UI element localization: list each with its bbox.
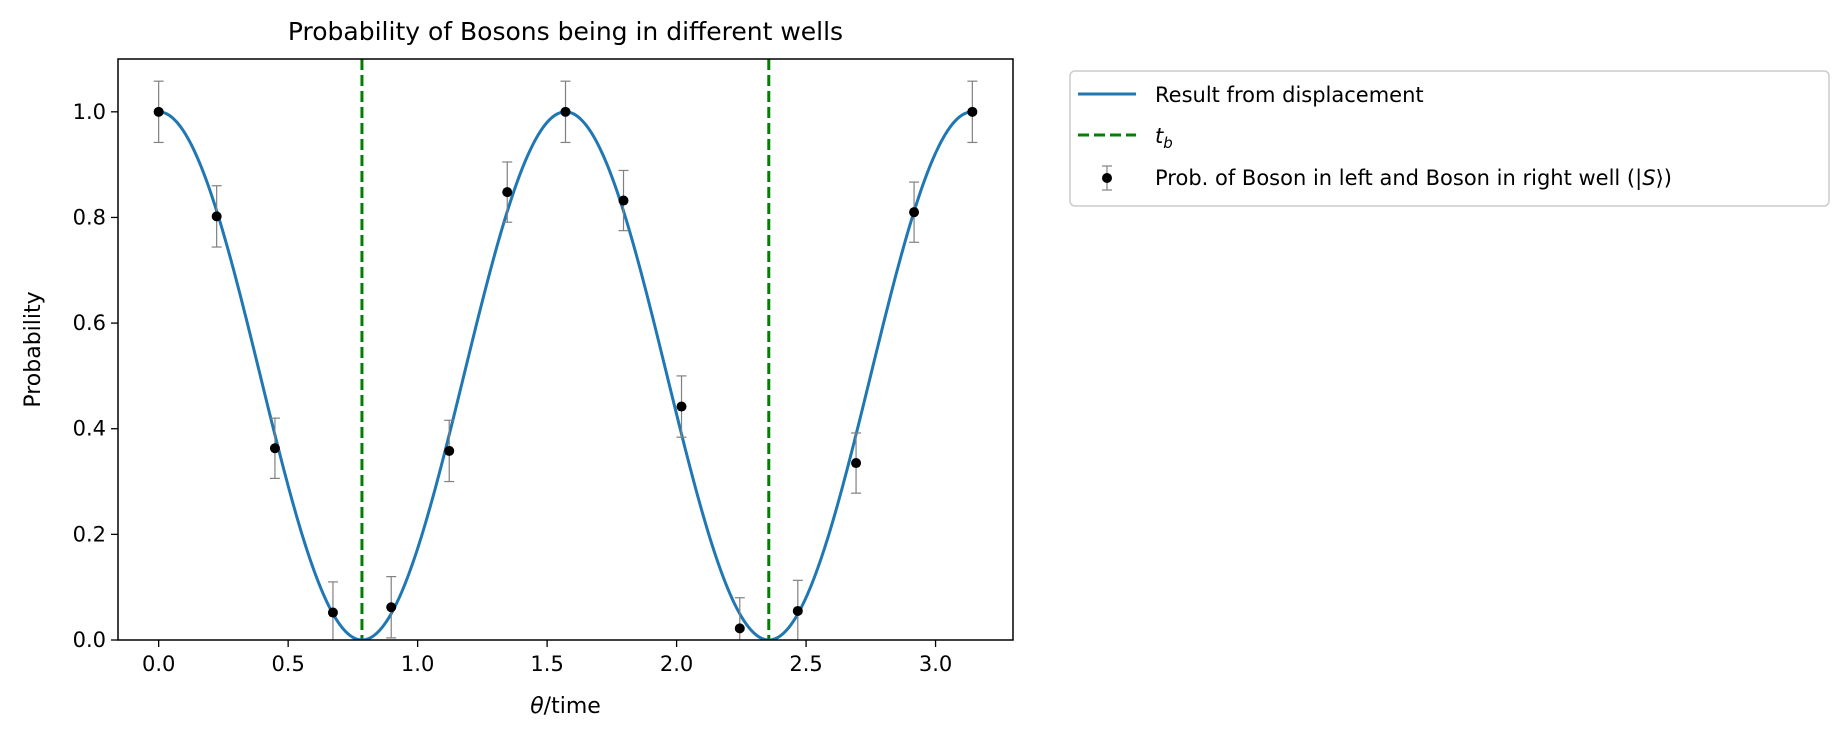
data-point — [269, 443, 280, 454]
data-point — [618, 195, 629, 206]
legend-label-errorbar: Prob. of Boson in left and Boson in righ… — [1155, 166, 1672, 191]
plot-area — [153, 59, 978, 640]
x-axis-label: θ/time — [530, 694, 601, 719]
legend-box — [1069, 70, 1830, 207]
legend-label-errorbar-math: S — [1642, 166, 1655, 190]
x-tick-label: 3.0 — [919, 652, 952, 676]
y-tick-label: 1.0 — [73, 100, 106, 124]
x-tick-label: 1.5 — [530, 652, 563, 676]
points-layer — [153, 106, 978, 634]
data-point — [560, 106, 571, 117]
y-tick-label: 0.6 — [73, 311, 106, 335]
data-point — [386, 602, 397, 613]
data-point — [851, 458, 862, 469]
legend: Result from displacement tb Prob. of Bos… — [1069, 70, 1830, 207]
plot-frame — [117, 58, 1014, 641]
y-axis: 0.0 0.2 0.4 0.6 0.8 1.0 — [73, 100, 118, 652]
y-tick-label: 0.4 — [73, 417, 106, 441]
x-axis: 0.0 0.5 1.0 1.5 2.0 2.5 3.0 — [142, 640, 952, 676]
y-tick-label: 0.8 — [73, 205, 106, 229]
legend-label-vline: tb — [1155, 124, 1173, 152]
displacement-curve — [158, 110, 973, 640]
legend-label-curve: Result from displacement — [1155, 83, 1424, 107]
legend-label-errorbar-prefix: Prob. of Boson in left and Boson in righ… — [1155, 166, 1642, 191]
legend-label-vline-math: t — [1155, 124, 1164, 148]
data-point — [502, 187, 513, 198]
data-point — [211, 211, 222, 222]
data-point — [734, 623, 745, 634]
x-axis-label-rest: /time — [544, 694, 601, 719]
data-point — [909, 207, 920, 218]
y-tick-label: 0.0 — [73, 628, 106, 652]
data-point — [967, 106, 978, 117]
x-tick-label: 2.5 — [789, 652, 822, 676]
x-axis-label-math: θ — [530, 694, 544, 719]
data-point — [153, 106, 164, 117]
data-point — [327, 607, 338, 618]
legend-label-errorbar-suffix: ⟩) — [1656, 166, 1672, 190]
data-point — [792, 605, 803, 616]
x-tick-label: 1.0 — [401, 652, 434, 676]
chart-title: Probability of Bosons being in different… — [288, 17, 843, 46]
data-point — [676, 401, 687, 412]
data-point — [444, 445, 455, 456]
legend-swatch-errorbar-marker — [1102, 173, 1112, 183]
x-tick-label: 2.0 — [660, 652, 693, 676]
x-tick-label: 0.5 — [271, 652, 304, 676]
y-axis-label: Probability — [21, 291, 46, 407]
vlines-layer — [360, 59, 771, 640]
errorbars-layer — [153, 80, 978, 640]
y-tick-label: 0.2 — [73, 522, 106, 546]
legend-label-vline-sub: b — [1163, 134, 1173, 152]
x-tick-label: 0.0 — [142, 652, 175, 676]
